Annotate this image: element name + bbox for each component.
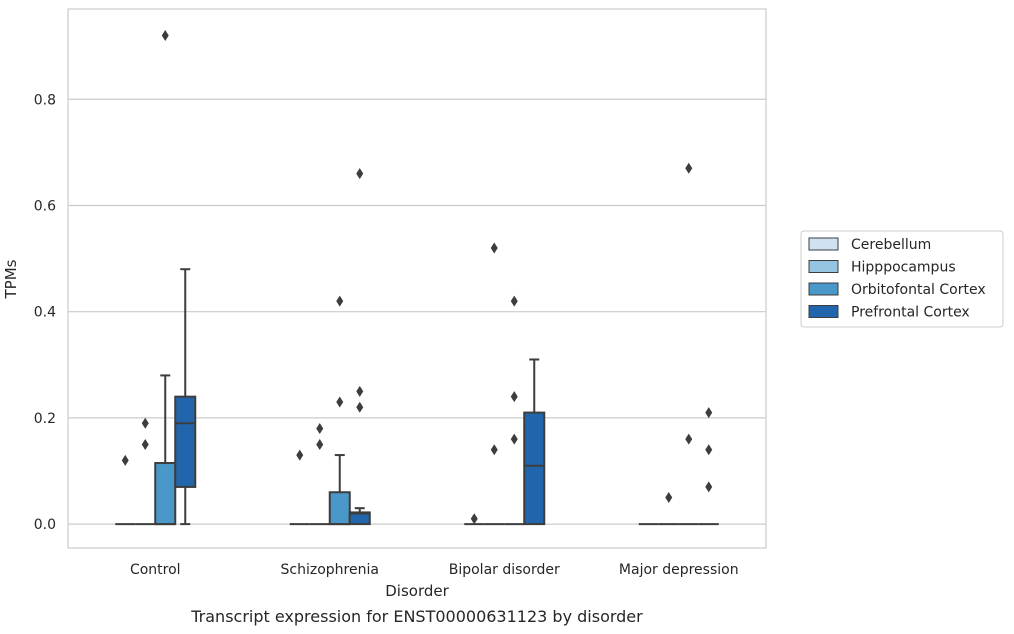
outlier-point bbox=[490, 242, 498, 254]
box-body bbox=[348, 511, 371, 526]
box-body bbox=[523, 411, 546, 526]
legend-label: Cerebellum bbox=[851, 237, 931, 253]
legend-swatch bbox=[808, 237, 839, 251]
x-tick-label: Schizophrenia bbox=[281, 562, 379, 578]
outlier-point bbox=[356, 168, 364, 180]
plot-area-frame bbox=[67, 8, 767, 549]
outlier-point bbox=[705, 444, 713, 456]
outlier-point bbox=[161, 30, 169, 42]
x-axis-label: Disorder bbox=[385, 582, 449, 600]
gridlines bbox=[68, 98, 766, 525]
x-tick-label: Major depression bbox=[619, 562, 739, 578]
y-axis-tick-labels: 0.0 0.2 0.4 0.6 0.8 bbox=[34, 92, 56, 533]
legend-label: Orbitofontal Cortex bbox=[851, 282, 986, 298]
box-series bbox=[115, 268, 719, 526]
outlier-point bbox=[356, 401, 364, 413]
outlier-point bbox=[470, 513, 478, 525]
box-body bbox=[174, 395, 197, 488]
outlier-point bbox=[685, 433, 693, 445]
legend-label: Prefrontal Cortex bbox=[851, 305, 970, 321]
x-tick-label: Control bbox=[130, 562, 181, 578]
outlier-point bbox=[316, 423, 324, 435]
box-group bbox=[523, 358, 546, 526]
outlier-point bbox=[316, 438, 324, 450]
outlier-points bbox=[121, 30, 713, 525]
outlier-point bbox=[296, 449, 304, 461]
outlier-point bbox=[121, 454, 129, 466]
outlier-point bbox=[141, 417, 149, 429]
outlier-point bbox=[490, 444, 498, 456]
box-group bbox=[328, 454, 351, 526]
legend-swatch bbox=[808, 305, 839, 318]
box-group bbox=[174, 268, 197, 526]
outlier-point bbox=[141, 438, 149, 450]
outlier-point bbox=[665, 492, 673, 504]
y-tick-label: 0.2 bbox=[34, 411, 56, 427]
legend-swatch bbox=[808, 260, 839, 273]
chart-caption: Transcript expression for ENST0000063112… bbox=[190, 607, 643, 626]
box-group bbox=[154, 374, 177, 526]
outlier-point bbox=[510, 433, 518, 445]
legend-label: Hipppocampus bbox=[851, 260, 956, 276]
outlier-point bbox=[356, 385, 364, 397]
box-body bbox=[154, 462, 177, 526]
y-tick-label: 0.4 bbox=[34, 305, 56, 321]
legend: Cerebellum Hipppocampus Orbitofontal Corte… bbox=[800, 230, 1004, 328]
y-axis-label: TPMs bbox=[2, 259, 20, 299]
outlier-point bbox=[510, 391, 518, 403]
legend-frame bbox=[800, 230, 1004, 328]
outlier-point bbox=[705, 481, 713, 493]
y-tick-label: 0.8 bbox=[34, 92, 56, 108]
box-group bbox=[348, 507, 371, 526]
outlier-point bbox=[510, 295, 518, 307]
outlier-point bbox=[685, 162, 693, 174]
outlier-point bbox=[705, 407, 713, 419]
outlier-point bbox=[336, 396, 344, 408]
x-tick-label: Bipolar disorder bbox=[449, 562, 560, 578]
y-tick-label: 0.0 bbox=[34, 517, 56, 533]
y-tick-label: 0.6 bbox=[34, 198, 56, 214]
x-axis-tick-labels: Control Schizophrenia Bipolar disorder Majo… bbox=[130, 562, 739, 578]
legend-swatch bbox=[808, 282, 839, 296]
outlier-point bbox=[336, 295, 344, 307]
box-body bbox=[328, 491, 351, 526]
